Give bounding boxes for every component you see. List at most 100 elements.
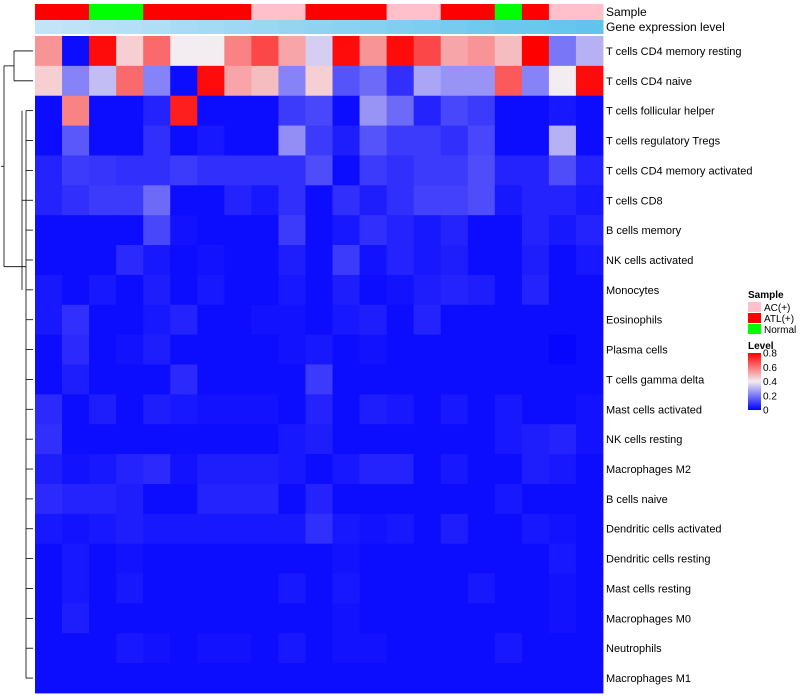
row-label-t-cells-regulatory-tregs: T cells regulatory Tregs [606,136,721,148]
heatmap-cell [143,95,171,126]
heatmap-cell [413,36,442,67]
heatmap-cell [305,633,333,664]
heatmap-cell [467,155,496,186]
heatmap-cell [521,215,550,246]
heatmap-cell [413,483,442,515]
heatmap-cell [170,155,198,186]
heatmap-cell [305,36,333,67]
heatmap-cell [359,155,388,186]
heatmap-cell [89,274,117,306]
heatmap-cell [413,215,442,246]
row-dendrogram [1,50,33,679]
heatmap-cell [251,304,279,336]
heatmap-cell [305,245,333,276]
row-label-t-cells-cd8: T cells CD8 [606,195,663,207]
heatmap-cell [116,215,144,246]
heatmap-cell [521,573,550,604]
heatmap-cell [575,364,604,395]
heatmap-cell [413,364,442,395]
heatmap-cell [197,513,225,545]
row-label-neutrophils: Neutrophils [606,643,662,655]
heatmap-cell [116,245,144,276]
heatmap-cell [251,125,279,156]
heatmap-cell [197,274,225,306]
heatmap-cell [251,185,279,216]
heatmap-cell [89,543,117,574]
heatmap-cell [575,543,604,574]
heatmap-cell [332,185,360,216]
expression-level-annotation-cell [440,20,469,34]
heatmap-cell [548,36,577,67]
heatmap-cell [575,633,604,664]
heatmap-cell [359,454,388,485]
expression-level-annotation-cell [386,20,415,34]
heatmap-cell [251,36,279,67]
heatmap-cell [224,633,252,664]
heatmap-cell [548,543,577,574]
heatmap-cell [386,573,415,604]
heatmap-cell [143,394,171,425]
row-labels: T cells CD4 memory resting T cells CD4 na… [606,46,753,685]
heatmap-cell [440,36,469,67]
heatmap-cell [359,573,388,604]
heatmap-cell [62,65,90,97]
heatmap-cell [116,394,144,425]
heatmap-cell [224,245,252,276]
heatmap-cell [170,185,198,216]
heatmap-cell [332,304,360,336]
heatmap-cell [305,394,333,425]
heatmap-cell [440,633,469,664]
sample-annotation-cell [116,4,144,20]
expression-level-annotation-cell [521,20,550,34]
heatmap-cell [548,454,577,485]
expression-level-annotation-cell [197,20,225,34]
heatmap-cell [494,573,523,604]
heatmap-cell [548,394,577,425]
heatmap-cell [170,95,198,126]
heatmap-cell [116,513,144,545]
heatmap-cell [143,364,171,395]
heatmap-cell [116,274,144,306]
heatmap-cell [62,95,90,126]
heatmap-cell [575,65,604,97]
heatmap-cell [170,334,198,365]
heatmap-cell [575,603,604,634]
legend-swatch-ac [748,302,761,312]
legend-entry-normal: Normal [764,325,796,336]
row-label-nk-cells-activated: NK cells activated [606,255,693,267]
heatmap-cell [494,513,523,545]
row-label-t-cells-follicular-helper: T cells follicular helper [606,106,715,118]
heatmap-cell [305,304,333,336]
legend-level-title: Level [748,341,774,352]
row-label-t-cells-cd4-memory-resting: T cells CD4 memory resting [606,46,742,58]
heatmap-cell [278,573,306,604]
heatmap-cell [494,274,523,306]
heatmap-cell [89,215,117,246]
heatmap-cell [62,125,90,156]
heatmap-cell [305,573,333,604]
heatmap-cell [143,304,171,336]
heatmap-cell [197,573,225,604]
heatmap-cell [170,245,198,276]
heatmap-cell [224,125,252,156]
heatmap-cell [386,95,415,126]
sample-annotation-cell [413,4,442,20]
heatmap-cell [143,483,171,515]
heatmap-cell [494,304,523,336]
heatmap-cell [386,36,415,67]
heatmap-cell [170,304,198,336]
heatmap-cell [197,245,225,276]
heatmap-cell [251,603,279,634]
heatmap-cell [332,394,360,425]
heatmap-cell [413,65,442,97]
heatmap-cell [305,274,333,306]
heatmap-cell [575,125,604,156]
heatmap-cell [521,155,550,186]
sample-annotation-cell [305,4,334,20]
heatmap-cell [251,483,279,515]
heatmap-cell [89,185,117,216]
heatmap-cell [305,364,333,395]
heatmap-cell [521,424,550,455]
heatmap-cell [224,543,252,574]
